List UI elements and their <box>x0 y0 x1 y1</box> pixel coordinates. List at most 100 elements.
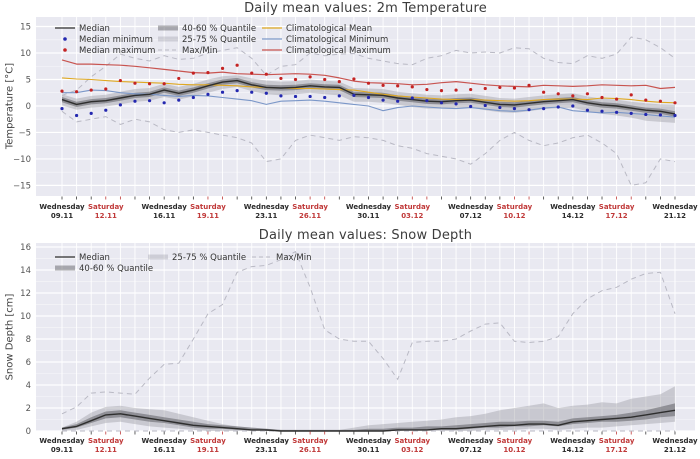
svg-text:16.11: 16.11 <box>153 212 175 220</box>
svg-text:Wednesday: Wednesday <box>142 437 188 445</box>
svg-text:14.12: 14.12 <box>562 446 584 454</box>
svg-text:Max/Min: Max/Min <box>182 46 218 56</box>
legend-item-median: Median <box>55 253 110 263</box>
legend-item-25-75-quantile: 25-75 % Quantile <box>158 35 256 45</box>
svg-text:Max/Min: Max/Min <box>276 253 312 263</box>
svg-text:Wednesday: Wednesday <box>448 437 494 445</box>
series-median <box>61 79 676 115</box>
svg-text:Median maximum: Median maximum <box>79 46 155 56</box>
series <box>60 36 677 186</box>
series <box>61 250 676 432</box>
legend-item-median-maximum: Median maximum <box>63 46 155 56</box>
snow-depth-chart-title: Daily mean values: Snow Depth <box>258 228 473 243</box>
svg-text:16.11: 16.11 <box>153 446 175 454</box>
legend-item-climatological-maximum: Climatological Maximum <box>262 46 391 56</box>
svg-text:10.12: 10.12 <box>503 212 525 220</box>
svg-text:17.12: 17.12 <box>606 212 628 220</box>
svg-text:30.11: 30.11 <box>357 212 379 220</box>
svg-text:Saturday: Saturday <box>394 437 430 445</box>
svg-text:Wednesday: Wednesday <box>550 203 596 211</box>
svg-text:0: 0 <box>26 427 31 437</box>
svg-text:Wednesday: Wednesday <box>39 437 85 445</box>
svg-text:07.12: 07.12 <box>460 446 482 454</box>
svg-text:19.11: 19.11 <box>197 446 219 454</box>
svg-text:12.11: 12.11 <box>95 212 117 220</box>
legend-item-climatological-minimum: Climatological Minimum <box>262 35 388 45</box>
svg-text:4: 4 <box>26 381 31 391</box>
svg-text:Wednesday: Wednesday <box>39 203 85 211</box>
series-median <box>61 409 676 432</box>
svg-text:09.11: 09.11 <box>51 446 73 454</box>
temperature-chart-title: Daily mean values: 2m Temperature <box>244 1 487 16</box>
legend-item-40-60-quantile: 40-60 % Quantile <box>55 264 153 274</box>
svg-text:Saturday: Saturday <box>190 437 226 445</box>
svg-text:26.11: 26.11 <box>299 212 321 220</box>
svg-text:10.12: 10.12 <box>503 446 525 454</box>
svg-text:Wednesday: Wednesday <box>346 203 392 211</box>
svg-text:40-60 % Quantile: 40-60 % Quantile <box>182 24 256 34</box>
svg-text:10: 10 <box>20 312 31 322</box>
temperature-chart: Daily mean values: 2m Temperature Temper… <box>0 0 700 228</box>
legend-item-40-60-quantile: 40-60 % Quantile <box>158 24 256 34</box>
svg-text:Climatological Minimum: Climatological Minimum <box>286 35 388 45</box>
svg-text:21.12: 21.12 <box>664 212 686 220</box>
svg-text:21.12: 21.12 <box>664 446 686 454</box>
svg-text:30.11: 30.11 <box>357 446 379 454</box>
svg-text:25-75 % Quantile: 25-75 % Quantile <box>172 253 246 263</box>
svg-text:−10: −10 <box>13 155 31 165</box>
svg-text:23.11: 23.11 <box>255 446 277 454</box>
svg-text:26.11: 26.11 <box>299 446 321 454</box>
svg-text:10: 10 <box>20 49 31 59</box>
legend-item-max-min: Max/Min <box>158 46 218 56</box>
svg-text:16: 16 <box>20 243 31 253</box>
legend-item-25-75-quantile: 25-75 % Quantile <box>148 253 246 263</box>
svg-text:19.11: 19.11 <box>197 212 219 220</box>
svg-text:2: 2 <box>26 404 31 414</box>
svg-text:12: 12 <box>20 289 31 299</box>
snow-depth-plot-area: 1614121086420Wednesday09.11Saturday12.11… <box>20 243 698 454</box>
svg-text:03.12: 03.12 <box>401 446 423 454</box>
svg-text:Wednesday: Wednesday <box>142 203 188 211</box>
svg-text:Median minimum: Median minimum <box>79 35 153 45</box>
series-climatological-minimum <box>62 89 676 118</box>
series-25-75-quantile <box>62 386 675 431</box>
svg-text:Saturday: Saturday <box>292 437 328 445</box>
svg-text:Saturday: Saturday <box>599 437 635 445</box>
svg-text:Wednesday: Wednesday <box>550 437 596 445</box>
legend-item-climatological-mean: Climatological Mean <box>262 24 372 34</box>
svg-text:−15: −15 <box>13 181 31 191</box>
svg-text:14: 14 <box>20 266 31 276</box>
svg-text:Saturday: Saturday <box>497 437 533 445</box>
svg-text:23.11: 23.11 <box>255 212 277 220</box>
svg-text:Saturday: Saturday <box>599 203 635 211</box>
svg-text:Saturday: Saturday <box>394 203 430 211</box>
svg-text:5: 5 <box>26 75 31 85</box>
svg-text:Wednesday: Wednesday <box>244 203 290 211</box>
svg-text:6: 6 <box>26 358 31 368</box>
plot-background <box>36 243 695 431</box>
legend-item-max-min: Max/Min <box>252 253 312 263</box>
svg-text:09.11: 09.11 <box>51 212 73 220</box>
svg-text:40-60 % Quantile: 40-60 % Quantile <box>79 264 153 274</box>
svg-text:−5: −5 <box>18 128 31 138</box>
axis-tick-labels: 1614121086420Wednesday09.11Saturday12.11… <box>20 243 698 454</box>
svg-text:Saturday: Saturday <box>88 437 124 445</box>
svg-text:Wednesday: Wednesday <box>448 203 494 211</box>
series-median-minimum <box>60 89 677 118</box>
svg-text:14.12: 14.12 <box>562 212 584 220</box>
svg-text:Saturday: Saturday <box>88 203 124 211</box>
svg-text:15: 15 <box>20 23 31 33</box>
svg-text:Median: Median <box>79 253 110 263</box>
snow-depth-chart: Daily mean values: Snow Depth Snow Depth… <box>0 228 700 459</box>
svg-text:Climatological Maximum: Climatological Maximum <box>286 46 391 56</box>
svg-text:Wednesday: Wednesday <box>652 203 698 211</box>
svg-text:25-75 % Quantile: 25-75 % Quantile <box>182 35 256 45</box>
svg-text:Saturday: Saturday <box>292 203 328 211</box>
svg-text:0: 0 <box>26 102 31 112</box>
legend-item-median: Median <box>55 24 110 34</box>
svg-text:17.12: 17.12 <box>606 446 628 454</box>
legend-item-median-minimum: Median minimum <box>63 35 153 45</box>
